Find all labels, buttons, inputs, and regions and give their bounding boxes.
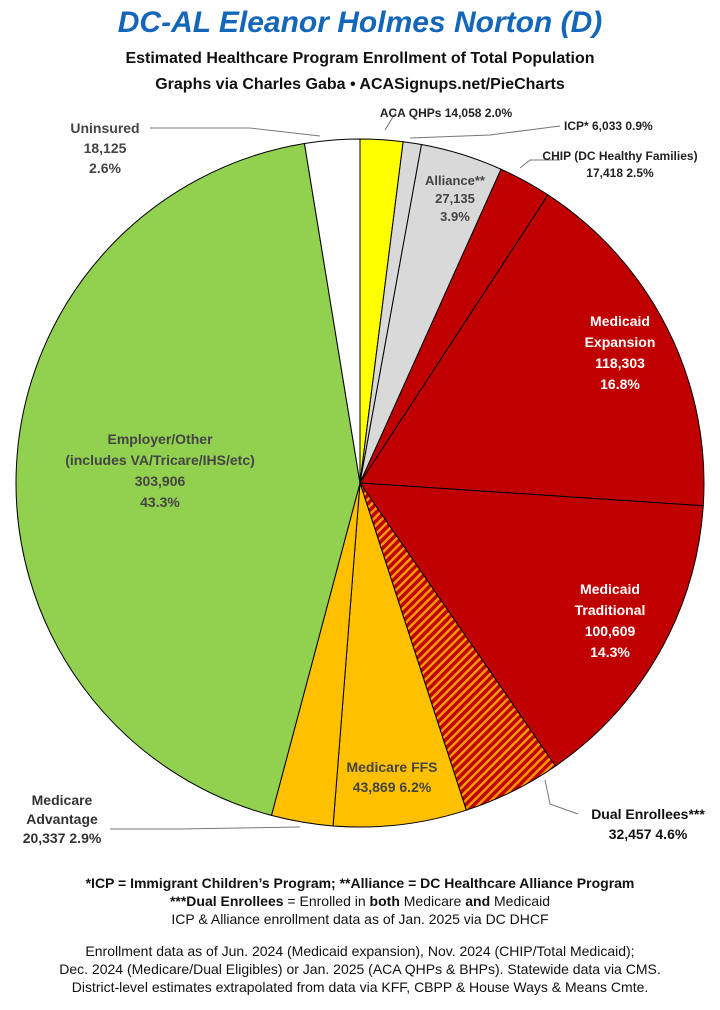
slice-label-line: Traditional <box>575 602 646 618</box>
pie-slice-medicaid-expansion <box>359 194 705 507</box>
leader-line-medicare-advantage <box>110 826 301 830</box>
slice-label-line: Employer/Other <box>107 431 213 447</box>
leader-line-alliance <box>519 159 560 169</box>
slice-label-line: ACA QHPs 14,058 2.0% <box>380 106 513 120</box>
slice-label-medicaid-traditional: Medicaid Traditional 100,609 14.3% <box>575 581 646 660</box>
slice-label-line: Medicaid <box>590 313 650 329</box>
slice-label-line: 32,457 4.6% <box>609 826 688 842</box>
slice-label-uninsured: Uninsured 18,125 2.6% <box>70 120 139 176</box>
footnote-dual-enrollees: ***Dual Enrollees = Enrolled in both Med… <box>169 893 551 909</box>
leader-line-uninsured <box>150 127 321 137</box>
slice-label-line: Advantage <box>26 811 98 827</box>
slice-label-line: 18,125 <box>84 140 127 156</box>
slice-label-line: 16.8% <box>600 376 640 392</box>
slice-label-line: 43,869 6.2% <box>353 779 432 795</box>
leader-line-aca-qhps <box>384 111 397 131</box>
slice-label-line: CHIP (DC Healthy Families) <box>542 149 697 163</box>
slice-label-line: 14.3% <box>590 644 630 660</box>
slice-label-line: 100,609 <box>585 623 636 639</box>
slice-label-line: 303,906 <box>135 473 186 489</box>
slice-label-line: 27,135 <box>435 191 475 206</box>
slice-label-aca-qhps: ACA QHPs 14,058 2.0% <box>380 106 513 120</box>
slice-label-employer-other: Employer/Other (includes VA/Tricare/IHS/e… <box>65 431 255 510</box>
pie-slice-employer-other <box>15 142 361 817</box>
slice-label-line: ICP* 6,033 0.9% <box>564 119 653 133</box>
source-notes: Enrollment data as of Jun. 2024 (Medicai… <box>0 942 720 996</box>
slice-label-line: 43.3% <box>140 494 180 510</box>
slice-label-line: Expansion <box>585 334 656 350</box>
slice-label-chip-dc-healthy-families: CHIP (DC Healthy Families) 17,418 2.5% <box>542 149 697 180</box>
pie-slice-medicare-ffs <box>332 482 467 828</box>
source-line: Dec. 2024 (Medicare/Dual Eligibles) or J… <box>59 961 661 977</box>
leader-line-icp <box>409 125 561 139</box>
slice-label-line: 17,418 2.5% <box>586 166 654 180</box>
slice-label-line: Alliance** <box>425 173 486 188</box>
chart-title: DC-AL Eleanor Holmes Norton (D) <box>117 6 603 39</box>
chart-credit: Graphs via Charles Gaba • ACASignups.net… <box>155 76 565 93</box>
slice-label-line: Medicare <box>32 792 93 808</box>
slice-label-line: 118,303 <box>595 355 645 371</box>
source-line: District-level estimates extrapolated fr… <box>71 979 649 995</box>
slice-label-line: Dual Enrollees*** <box>591 806 705 822</box>
pie-slice-uninsured <box>303 138 361 484</box>
pie-chart: ACA QHPs 14,058 2.0% ICP* 6,033 0.9% Allia… <box>15 106 705 846</box>
slice-label-line: Medicaid <box>580 581 640 597</box>
slice-label-line: 20,337 2.9% <box>23 830 102 846</box>
slice-label-line: 2.6% <box>89 160 121 176</box>
slice-label-medicare-advantage: Medicare Advantage 20,337 2.9% <box>23 792 102 846</box>
footnote-icp-alliance-date: ICP & Alliance enrollment data as of Jan… <box>171 911 549 927</box>
slice-label-medicare-ffs: Medicare FFS 43,869 6.2% <box>346 759 437 795</box>
footnotes: *ICP = Immigrant Children’s Program; **A… <box>0 874 720 928</box>
slice-label-line: Uninsured <box>70 120 139 136</box>
pie-slice-medicaid-traditional <box>359 482 704 767</box>
slice-label-line: Medicare FFS <box>346 759 437 775</box>
chart-subtitle: Estimated Healthcare Program Enrollment … <box>125 50 595 67</box>
slice-label-line: 3.9% <box>440 209 470 224</box>
source-line: Enrollment data as of Jun. 2024 (Medicai… <box>85 943 635 959</box>
footnote-definitions: *ICP = Immigrant Children’s Program; **A… <box>85 875 635 891</box>
slice-label-line: (includes VA/Tricare/IHS/etc) <box>65 452 255 468</box>
slice-label-medicaid-expansion: Medicaid Expansion 118,303 16.8% <box>585 313 656 392</box>
slice-label-icp: ICP* 6,033 0.9% <box>564 119 653 133</box>
slice-label-dual-enrollees: Dual Enrollees*** 32,457 4.6% <box>591 806 705 842</box>
leader-line-dual-enrollees <box>544 779 579 815</box>
slice-label-alliance: Alliance** 27,135 3.9% <box>425 173 486 224</box>
